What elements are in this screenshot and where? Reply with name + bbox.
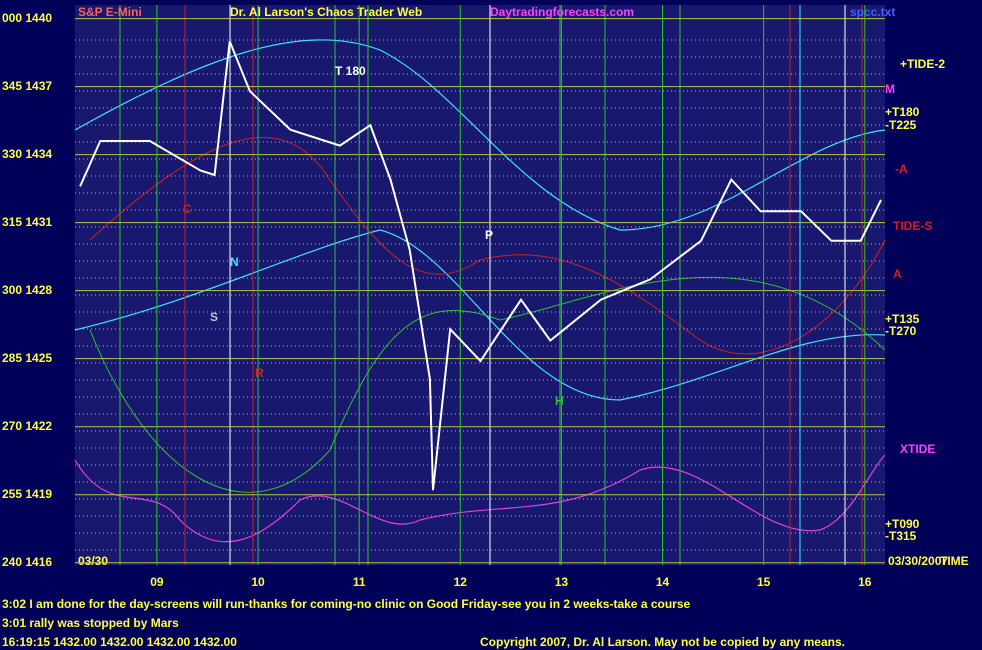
annotation: -A bbox=[895, 162, 908, 176]
site: Daytradingforecasts.com bbox=[490, 5, 634, 19]
annotation: TIDE-S bbox=[893, 219, 932, 233]
y-tick-label: 270 1422 bbox=[2, 419, 52, 433]
x-tick-label: 14 bbox=[656, 575, 670, 589]
price-line bbox=[79, 40, 882, 491]
y-tick-label: 285 1425 bbox=[2, 351, 52, 365]
annotation: +T180 bbox=[885, 105, 920, 119]
x-tick-label: 13 bbox=[555, 575, 569, 589]
annotation: TIME bbox=[940, 554, 969, 568]
annotation: C bbox=[183, 202, 192, 216]
annotation: P bbox=[485, 228, 493, 242]
annotation: R bbox=[255, 366, 264, 380]
annotation: +TIDE-2 bbox=[900, 57, 945, 71]
y-tick-label: 330 1434 bbox=[2, 147, 52, 161]
date-left: 03/30 bbox=[78, 554, 108, 568]
x-tick-label: 12 bbox=[454, 575, 468, 589]
band-line bbox=[74, 39, 886, 231]
y-tick-label: 315 1431 bbox=[2, 215, 52, 229]
y-tick-label: 240 1416 bbox=[2, 555, 52, 569]
x-tick-label: 11 bbox=[353, 575, 366, 589]
quote-line: 16:19:15 1432.00 1432.00 1432.00 1432.00 bbox=[2, 635, 237, 649]
message: 3:01 rally was stopped by Mars bbox=[2, 616, 179, 630]
date-right: 03/30/2007 bbox=[888, 554, 948, 568]
x-tick-label: 10 bbox=[251, 575, 265, 589]
band-line bbox=[74, 229, 886, 401]
annotation: XTIDE bbox=[900, 442, 935, 456]
y-tick-label: 000 1440 bbox=[2, 11, 52, 25]
message: 3:02 I am done for the day-screens will … bbox=[2, 597, 690, 611]
copyright: Copyright 2007, Dr. Al Larson. May not b… bbox=[480, 635, 845, 649]
annotation: +T135 bbox=[885, 312, 920, 326]
annotation: -T270 bbox=[885, 324, 917, 338]
annotation: -T315 bbox=[885, 529, 917, 543]
flux-line bbox=[89, 136, 886, 355]
annotation: H bbox=[555, 394, 564, 408]
title: Dr. Al Larson's Chaos Trader Web bbox=[230, 5, 422, 19]
file-name: spcc.txt bbox=[850, 5, 895, 19]
x-tick-label: 16 bbox=[858, 575, 872, 589]
plot-area bbox=[75, 5, 885, 565]
y-tick-label: 345 1437 bbox=[2, 79, 52, 93]
x-tick-label: 15 bbox=[757, 575, 771, 589]
annotation: -T225 bbox=[885, 118, 917, 132]
x-tick-label: 09 bbox=[150, 575, 164, 589]
y-tick-label: 255 1419 bbox=[2, 487, 52, 501]
annotation: N bbox=[230, 255, 239, 269]
band-line bbox=[89, 276, 886, 493]
annotation: A bbox=[893, 267, 902, 281]
annotation: T 180 bbox=[335, 64, 366, 78]
annotation: S bbox=[210, 310, 218, 324]
decorations bbox=[74, 5, 886, 565]
symbol: S&P E-Mini bbox=[78, 5, 142, 19]
annotation: +T090 bbox=[885, 517, 920, 531]
y-tick-label: 300 1428 bbox=[2, 283, 52, 297]
annotation: M bbox=[885, 82, 895, 96]
cycle-line bbox=[74, 454, 886, 543]
